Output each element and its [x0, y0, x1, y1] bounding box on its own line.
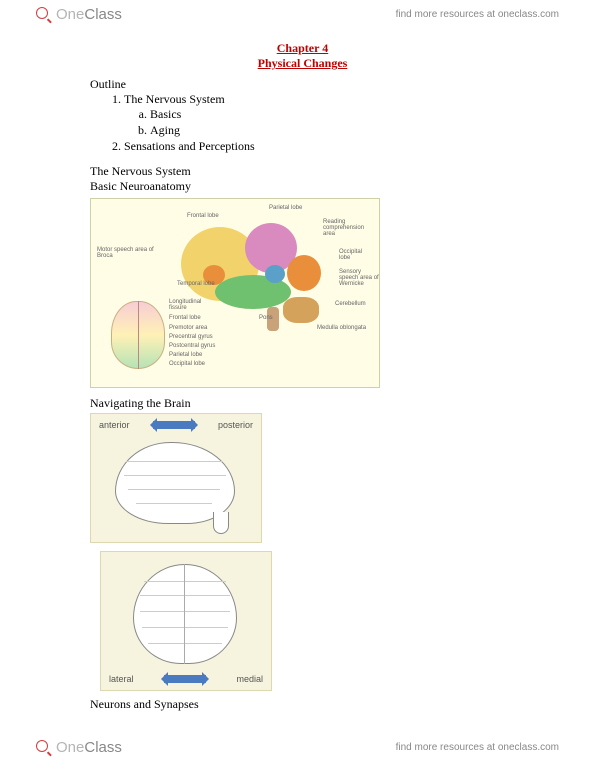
- label-temporal: Temporal lobe: [177, 281, 215, 287]
- label-occipital: Occipital lobe: [339, 249, 375, 261]
- outline-subitem: Aging: [150, 123, 515, 138]
- brain-midline: [184, 564, 185, 664]
- label-postcentral: Postcentral gyrus: [169, 343, 215, 349]
- label-top-frontal: Frontal lobe: [169, 315, 201, 321]
- logo: OneClass: [36, 739, 122, 756]
- label-motor: Motor speech area of Broca: [97, 247, 155, 259]
- label-sensory: Sensory speech area of Wernicke: [339, 269, 379, 287]
- label-top-parietal: Parietal lobe: [169, 352, 202, 358]
- chapter-title: Chapter 4 Physical Changes: [90, 41, 515, 71]
- cerebellum: [283, 297, 319, 323]
- label-top-occipital: Occipital lobe: [169, 361, 205, 367]
- outline-section: Outline The Nervous System Basics Aging …: [90, 77, 515, 154]
- label-cerebellum: Cerebellum: [335, 301, 366, 307]
- logo-text-2: Class: [84, 739, 122, 756]
- longitudinal-fissure-line: [138, 301, 139, 369]
- magnifier-icon: [36, 740, 52, 756]
- footer-link[interactable]: find more resources at oneclass.com: [396, 742, 559, 753]
- label-precentral: Precentral gyrus: [169, 334, 213, 340]
- nav-heading: Navigating the Brain: [90, 396, 191, 410]
- outline-heading: Outline: [90, 77, 126, 91]
- outline-item: Sensations and Perceptions: [124, 139, 515, 154]
- label-reading: Reading comprehension area: [323, 219, 369, 237]
- occipital-lobe: [287, 255, 321, 291]
- label-frontal: Frontal lobe: [187, 213, 219, 219]
- neurons-heading: Neurons and Synapses: [90, 697, 515, 712]
- logo: OneClass: [36, 6, 122, 23]
- label-longitudinal: Longitudinal fissure: [169, 299, 213, 311]
- magnifier-icon: [36, 7, 52, 23]
- double-arrow-icon: [164, 675, 206, 683]
- brain-superior-view: [105, 297, 171, 377]
- logo-text-1: One: [56, 739, 84, 756]
- logo-text-2: Class: [84, 6, 122, 23]
- label-parietal: Parietal lobe: [269, 205, 302, 211]
- outline-subitem: Basics: [150, 107, 515, 122]
- title-line-2: Physical Changes: [258, 56, 348, 70]
- double-arrow-icon: [153, 421, 195, 429]
- wernicke-area: [265, 265, 285, 283]
- outline-item-label: The Nervous System: [124, 92, 225, 106]
- nervous-system-section: The Nervous System Basic Neuroanatomy: [90, 164, 515, 194]
- section-heading-1: The Nervous System: [90, 164, 191, 178]
- logo-text-1: One: [56, 6, 84, 23]
- page-body: Chapter 4 Physical Changes Outline The N…: [0, 29, 595, 752]
- nav2-left-label: lateral: [109, 674, 134, 684]
- nav2-right-label: medial: [236, 674, 263, 684]
- label-medulla: Medulla oblongata: [317, 325, 366, 331]
- page-header: OneClass find more resources at oneclass…: [0, 0, 595, 29]
- label-premotor: Premotor area: [169, 325, 207, 331]
- nav1-left-label: anterior: [99, 420, 130, 430]
- brain-stem-outline: [213, 512, 229, 534]
- title-line-1: Chapter 4: [277, 41, 328, 55]
- page-footer: OneClass find more resources at oneclass…: [0, 733, 595, 762]
- outline-item: The Nervous System Basics Aging: [124, 92, 515, 138]
- navigating-brain-section: Navigating the Brain anterior posterior: [90, 396, 515, 691]
- label-pons: Pons: [259, 315, 273, 321]
- brain-outline-superior: [133, 564, 237, 664]
- nav1-right-label: posterior: [218, 420, 253, 430]
- header-link[interactable]: find more resources at oneclass.com: [396, 9, 559, 20]
- nav-box-anterior-posterior: anterior posterior: [90, 413, 262, 543]
- brain-anatomy-diagram: Frontal lobe Parietal lobe Reading compr…: [90, 198, 380, 388]
- section-heading-2: Basic Neuroanatomy: [90, 179, 191, 193]
- nav-box-lateral-medial: lateral medial: [100, 551, 272, 691]
